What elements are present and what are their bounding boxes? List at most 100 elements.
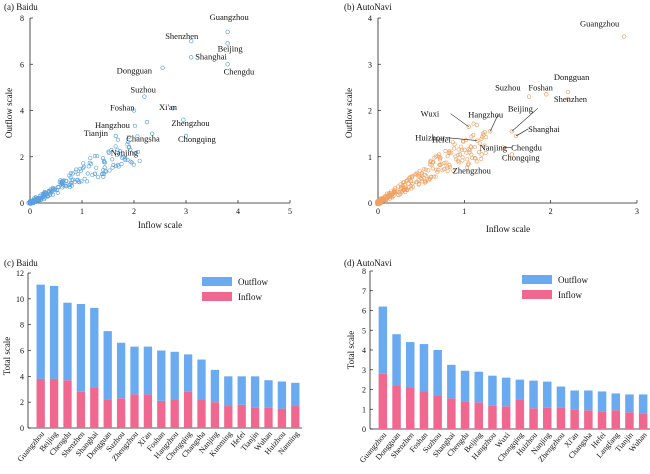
panel-c-bar-inflow [116,398,126,428]
panel-a-ytick-label: 2 [20,153,24,162]
panel-d-ytick-label: 3 [362,366,366,375]
panel-b-city-point [474,122,479,127]
panel-c-bar-inflow [63,380,72,428]
panel-a-labeled-point [189,55,194,60]
panel-b-city-point [417,168,422,173]
panel-b-xtick-label: 1 [462,207,466,216]
panel-a-city-label: Guangzhou [210,12,250,22]
panel-b-city-point [410,174,415,179]
panel-d-bar-outflow [392,334,401,386]
panel-a-city-point [29,199,34,204]
panel-d-bar-inflow [584,410,593,429]
panel-b-city-label: Shenzhen [554,94,588,104]
panel-a-city-point [107,168,112,173]
panel-b-city-point [442,160,447,165]
panel-c-bar-outflow [170,351,179,400]
panel-d-bar-inflow [611,410,620,429]
panel-a-city-point [102,165,107,170]
panel-b-city-point [384,191,389,196]
panel-c-ylabel: Total scale [2,337,12,376]
panel-a-city-point [85,171,90,176]
panel-b-ytick-label: 1 [368,153,372,162]
panel-a-city-point [115,137,120,142]
panel-b-city-point [484,135,489,140]
panel-b-city-point [460,147,465,152]
panel-b-city-point [415,173,420,178]
panel-c-bar-outflow [116,342,126,399]
panel-c-bar-inflow [90,387,99,428]
panel-a-city-point [70,171,75,176]
panel-b-xtick-label: 0 [376,207,380,216]
panel-a-labeled-point [150,131,155,136]
panel-d-bar-inflow [433,395,442,429]
panel-a-city-point [50,187,55,192]
panel-a-city-label: Chongqing [178,134,217,144]
panel-b-labeled-point [526,94,532,99]
panel-a-city-point [38,198,43,203]
panel-b-xlabel: Inflow scale [486,224,530,234]
panel-b-city-point [405,178,410,183]
panel-b-city-point [445,154,450,159]
panel-a-city-point [86,164,91,169]
panel-b-city-point [426,168,431,173]
panel-a-city-point [79,168,84,173]
panel-b-city-point [390,194,395,199]
panel-b-city-point [456,152,461,157]
panel-c-ytick-label: 0 [20,424,24,433]
panel-b-labeled-point [509,152,514,157]
panel-a-xtick-label: 3 [184,207,188,216]
panel-d-ytick-label: 0 [362,425,366,434]
panel-a-labeled-point [181,117,186,122]
panel-b-city-point [451,168,456,173]
panel-a-xtick-label: 5 [288,207,292,216]
panel-c-bar-outflow [157,350,166,401]
panel-b-city-point [477,150,482,155]
panel-c-bar-outflow [36,284,45,379]
panel-c-bar-outflow [49,285,59,379]
panel-b-city-point [471,121,476,126]
panel-b-city-point [414,180,419,185]
panel-c-bar-inflow [250,407,260,428]
panel-a-city-point [76,179,81,184]
panel-a-xtick-label: 0 [28,207,32,216]
panel-a-city-point [31,199,36,204]
panel-a-city-point [106,150,111,155]
panel-b-city-point [447,150,452,155]
panel-a-ytick-label: 0 [20,199,24,208]
panel-b-city-label: Foshan [528,82,553,92]
panel-c-bar-inflow [264,407,273,428]
panel-b-city-point [479,156,484,161]
panel-b-city-point [482,143,487,148]
panel-b-city-point [408,175,413,180]
panel-b-xtick-label: 3 [635,207,639,216]
panel-a-city-point [47,192,52,197]
panel-a-labeled-point [189,38,194,44]
panel-b-city-point [442,167,447,172]
panel-b-city-point [469,134,474,139]
panel-a-city-point [74,167,79,172]
panel-b-city-point [468,144,473,149]
panel-a-city-point [63,183,68,188]
panel-a-city-point [125,157,130,162]
panel-c-bar-outflow [90,307,99,388]
panel-c-bar-inflow [103,399,112,428]
panel-d-bar-inflow [529,408,538,429]
panel-a-city-point [55,190,60,195]
panel-d-bar-inflow [625,412,634,429]
panel-a-labeled-point [170,106,176,111]
panel-a-city-point [114,153,119,158]
panel-b-city-point [452,146,457,151]
panel-a-city-point [115,162,120,167]
panel-a-city-label: Xi'an [159,102,178,112]
panel-a-city-point [113,144,118,149]
panel-a-city-point [90,172,95,177]
panel-a-city-point [101,174,106,179]
panel-a-city-point [102,172,107,177]
panel-b-labeled-point [621,34,627,39]
panel-a-city-point [87,160,92,165]
panel-d-autonavi-bars: (d) AutoNavi Total scale 012345678Guangz… [344,258,650,465]
panel-c-bar-outflow [197,359,206,400]
panel-b-labeled-point [479,152,484,157]
panel-b-city-point [481,131,486,136]
